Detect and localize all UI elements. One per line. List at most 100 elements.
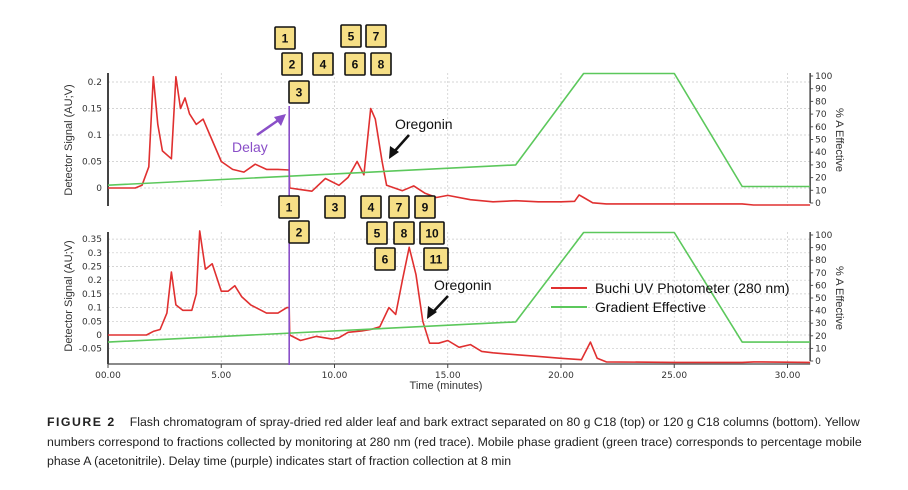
fraction-box: 6 [374, 247, 396, 271]
y2-tick-label: 80 [815, 256, 827, 266]
y2-tick-label: 20 [815, 332, 827, 342]
y-tick-label: 0.1 [88, 131, 102, 141]
legend-label-uv: Buchi UV Photometer (280 nm) [595, 280, 790, 296]
fraction-box-bg [278, 195, 300, 219]
fraction-number: 3 [296, 86, 303, 100]
fraction-number: 5 [374, 227, 381, 241]
fraction-box-bg [388, 195, 410, 219]
y2-tick-label: 50 [815, 294, 827, 304]
x-axis-label: Time (minutes) [410, 380, 483, 392]
top-y-axis-label: Detector Signal (AU;V) [63, 84, 75, 195]
y2-tick-label: 30 [815, 161, 827, 171]
fraction-number: 11 [430, 253, 443, 267]
fraction-number: 5 [348, 30, 355, 44]
y-tick-label: 0 [96, 184, 102, 194]
delay-arrow-icon [256, 114, 286, 137]
y2-tick-label: 60 [815, 123, 827, 133]
y2-tick-label: 40 [815, 148, 827, 158]
fraction-box-bg [360, 195, 382, 219]
fraction-box-bg [340, 24, 362, 48]
y2-tick-label: 50 [815, 136, 827, 146]
y-tick-label: 0.05 [82, 158, 102, 168]
x-tick-label: 15.00 [435, 371, 461, 381]
fraction-box: 5 [366, 221, 388, 245]
fraction-number: 1 [286, 201, 293, 215]
legend: Buchi UV Photometer (280 nm) Gradient Ef… [551, 280, 790, 315]
uv-trace-line [108, 75, 811, 206]
y2-tick-label: 20 [815, 174, 827, 184]
y-tick-label: 0.2 [88, 78, 102, 88]
gradient-line [107, 72, 811, 188]
y-tick-label: 0.15 [82, 105, 102, 115]
fraction-box: 1 [274, 26, 296, 50]
x-tick-label: 10.00 [322, 371, 348, 381]
fraction-number: 3 [332, 201, 339, 215]
fraction-box-bg [370, 52, 392, 76]
fraction-number: 8 [401, 227, 408, 241]
y2-tick-label: 0 [815, 199, 821, 209]
fraction-number: 2 [289, 58, 296, 72]
caption-text: Flash chromatogram of spray-dried red al… [47, 415, 862, 468]
fraction-number: 4 [320, 58, 327, 72]
y-tick-label: 0.05 [82, 317, 102, 327]
top-panel: 0 0.05 0.1 0.15 0.2 0 10 20 30 40 50 60 70 80 90 100 [82, 72, 833, 212]
fraction-number: 2 [296, 226, 303, 240]
fraction-box-bg [393, 221, 415, 245]
fraction-box-bg [344, 52, 366, 76]
fraction-box-bg [312, 52, 334, 76]
fraction-number: 10 [425, 227, 439, 241]
y2-tick-label: 10 [815, 186, 827, 196]
fraction-box: 5 [340, 24, 362, 48]
bottom-oregonin-label: Oregonin [434, 277, 492, 293]
y-tick-label: -0.05 [79, 345, 102, 355]
y-tick-label: 0.1 [88, 304, 102, 314]
x-tick-label: 25.00 [661, 371, 687, 381]
fraction-box: 7 [388, 195, 410, 219]
y-tick-label: 0.3 [88, 249, 102, 259]
y-tick-label: 0.35 [82, 235, 102, 245]
bottom-y2-axis-label: % A Effective [833, 266, 845, 330]
fraction-box-bg [324, 195, 346, 219]
fraction-box-bg [281, 52, 303, 76]
y-tick-label: 0.2 [88, 276, 102, 286]
fraction-box: 2 [288, 220, 310, 244]
fraction-number: 6 [352, 58, 359, 72]
x-tick-label: 00.00 [95, 371, 121, 381]
y2-tick-label: 90 [815, 244, 827, 254]
y2-tick-label: 0 [815, 357, 821, 367]
top-oregonin-arrow-icon [389, 134, 410, 159]
y2-tick-label: 100 [815, 72, 832, 82]
y2-tick-label: 70 [815, 110, 827, 120]
y-tick-label: 0.15 [82, 290, 102, 300]
y2-tick-label: 30 [815, 319, 827, 329]
fraction-number: 6 [382, 253, 389, 267]
fraction-box-bg [288, 220, 310, 244]
fraction-box-bg [423, 247, 449, 271]
fraction-box: 2 [281, 52, 303, 76]
y2-tick-label: 40 [815, 307, 827, 317]
fraction-box: 3 [288, 80, 310, 104]
x-tick-label: 20.00 [548, 371, 574, 381]
fraction-number: 9 [422, 201, 429, 215]
fraction-box: 10 [419, 221, 445, 245]
top-oregonin-label: Oregonin [395, 116, 453, 132]
fraction-box-bg [366, 221, 388, 245]
delay-label: Delay [232, 139, 268, 155]
fraction-number: 4 [368, 201, 375, 215]
y2-tick-label: 100 [815, 231, 832, 241]
y-tick-label: 0.25 [82, 263, 102, 273]
fraction-box: 7 [365, 24, 387, 48]
y2-tick-label: 80 [815, 97, 827, 107]
fraction-box-bg [374, 247, 396, 271]
fraction-box-bg [288, 80, 310, 104]
y2-tick-label: 90 [815, 85, 827, 95]
fraction-box: 3 [324, 195, 346, 219]
fraction-box-bg [274, 26, 296, 50]
bottom-panel: -0.05 0 0.05 0.1 0.15 0.2 0.25 0.3 0.35 0 10 20 30 40… [79, 228, 833, 381]
fraction-box-bg [419, 221, 445, 245]
fraction-number: 7 [373, 30, 380, 44]
fraction-box: 4 [360, 195, 382, 219]
y2-tick-label: 10 [815, 344, 827, 354]
gradient-line [107, 231, 811, 343]
